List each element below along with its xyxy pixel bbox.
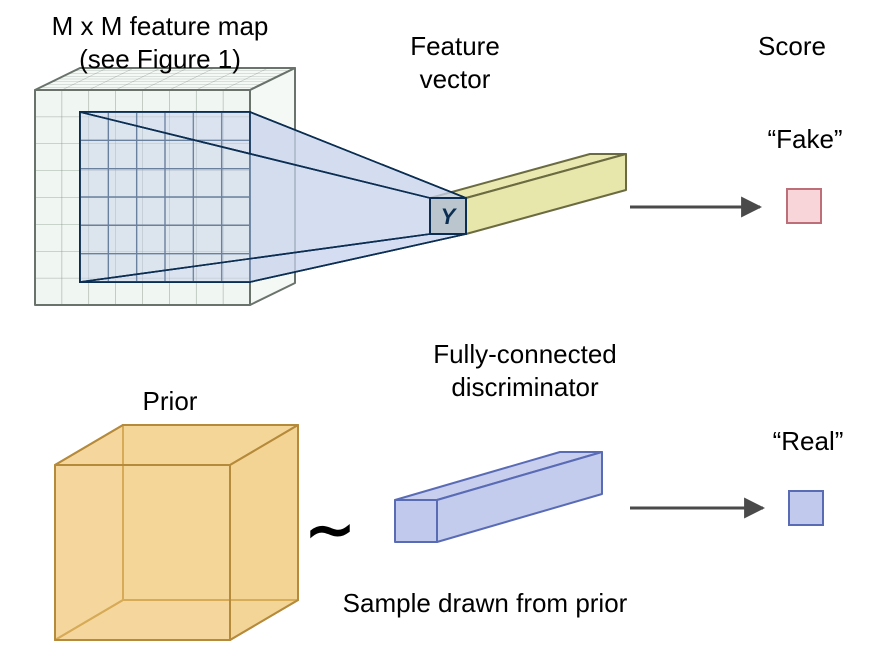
score-label: Score (758, 31, 826, 61)
discriminator-label-2: discriminator (451, 372, 599, 402)
prior-label: Prior (143, 386, 198, 416)
y-glyph: Y (441, 204, 458, 229)
feature-map-label-2: (see Figure 1) (79, 44, 241, 74)
feature-vector-label-2: vector (420, 64, 491, 94)
tilde-glyph: ∼ (305, 496, 355, 563)
fake-label: “Fake” (767, 124, 842, 154)
discriminator-label-1: Fully-connected (433, 339, 617, 369)
projection-frustum (80, 112, 466, 282)
sample-prior-label: Sample drawn from prior (343, 588, 628, 618)
real-score-square (789, 491, 823, 525)
feature-map-label-1: M x M feature map (52, 11, 269, 41)
real-label: “Real” (773, 426, 844, 456)
fake-score-square (787, 189, 821, 223)
feature-vector-label-1: Feature (410, 31, 500, 61)
prior-cube (55, 425, 298, 640)
sample-bar (395, 452, 602, 542)
